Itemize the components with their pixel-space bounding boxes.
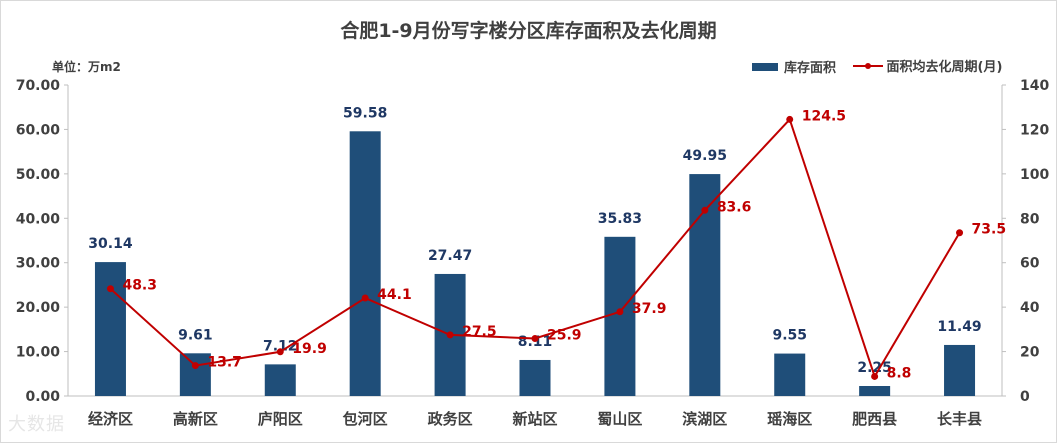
- bar: [94, 262, 126, 396]
- line-data-label: 27.5: [462, 324, 497, 340]
- y-left-tick-label: 20.00: [16, 300, 61, 316]
- x-tick-label: 长丰县: [937, 410, 982, 428]
- unit-label: 单位：万m2: [52, 60, 121, 74]
- bar: [944, 344, 976, 396]
- bar: [774, 353, 806, 396]
- line-data-label: 48.3: [122, 278, 157, 294]
- line-point: [531, 334, 539, 342]
- bar: [179, 353, 211, 396]
- line-data-label: 73.5: [972, 222, 1007, 238]
- bar: [264, 364, 296, 396]
- bar: [604, 236, 636, 396]
- x-tick-label: 滨湖区: [682, 410, 727, 428]
- x-tick-label: 新站区: [512, 410, 557, 428]
- y-left-tick-label: 60.00: [16, 122, 61, 138]
- bar-data-label: 9.61: [178, 327, 213, 343]
- line-point: [191, 362, 199, 370]
- line-data-label: 44.1: [377, 287, 412, 303]
- y-right-tick-label: 80: [1020, 211, 1040, 227]
- line-data-label: 83.6: [717, 199, 752, 215]
- bar-data-label: 30.14: [88, 236, 133, 252]
- x-tick-label: 包河区: [343, 410, 388, 428]
- y-left-tick-label: 40.00: [16, 211, 61, 227]
- bar-data-label: 7.12: [263, 338, 298, 354]
- y-right-tick-label: 60: [1020, 256, 1040, 272]
- line-data-label: 124.5: [802, 108, 846, 124]
- legend-swatch-line: [852, 61, 883, 71]
- line-data-label: 37.9: [632, 301, 667, 317]
- legend-item-line: 面积均去化周期(月): [852, 56, 1003, 75]
- legend-label-bar: 库存面积: [784, 61, 837, 76]
- bar-data-label: 2.25: [857, 360, 892, 376]
- bar-data-label: 35.83: [598, 211, 642, 227]
- x-tick-label: 庐阳区: [258, 410, 303, 428]
- y-left-tick-label: 70.00: [16, 78, 61, 94]
- x-tick-label: 肥西县: [852, 410, 897, 428]
- y-left-tick-label: 50.00: [16, 167, 61, 183]
- watermark: 大数据: [8, 414, 65, 435]
- bar-data-label: 59.58: [343, 105, 387, 121]
- x-tick-label: 瑶海区: [767, 410, 812, 428]
- y-right-tick-label: 100: [1020, 167, 1049, 183]
- line-point: [956, 229, 964, 237]
- x-tick-label: 蜀山区: [597, 410, 642, 428]
- y-right-tick-label: 120: [1020, 122, 1049, 138]
- line-data-label: 13.7: [207, 355, 242, 371]
- y-left-tick-label: 30.00: [16, 256, 61, 272]
- legend: 库存面积 面积均去化周期(月): [752, 56, 1014, 76]
- x-tick-label: 政务区: [428, 410, 473, 428]
- bar: [519, 359, 551, 396]
- bar-data-label: 27.47: [428, 248, 472, 264]
- line-point: [446, 331, 454, 339]
- bar-data-label: 49.95: [683, 148, 727, 164]
- legend-item-bar: 库存面积: [752, 57, 836, 76]
- y-right-tick-label: 0: [1020, 389, 1030, 405]
- line-point: [786, 115, 794, 123]
- bar: [349, 131, 381, 397]
- legend-swatch-bar: [752, 62, 778, 71]
- chart-title: 合肥1-9月份写字楼分区库存面积及去化周期: [340, 20, 717, 42]
- x-tick-label: 经济区: [88, 410, 133, 428]
- line-point: [871, 372, 879, 380]
- line-data-label: 19.9: [292, 341, 327, 357]
- y-right-tick-label: 20: [1020, 345, 1040, 361]
- legend-label-line: 面积均去化周期(月): [886, 60, 1003, 75]
- y-left-tick-label: 10.00: [16, 345, 61, 361]
- line-point: [276, 348, 284, 356]
- y-right-tick-label: 40: [1020, 300, 1040, 316]
- line-point: [361, 294, 369, 302]
- x-tick-label: 高新区: [173, 410, 218, 428]
- bar-data-label: 11.49: [937, 319, 981, 335]
- bar: [859, 386, 891, 396]
- bar-data-label: 9.55: [772, 328, 807, 344]
- line-point: [616, 308, 624, 316]
- line-point: [701, 206, 709, 214]
- line-data-label: 25.9: [547, 327, 582, 343]
- line-data-label: 8.8: [887, 365, 912, 381]
- line-point: [106, 285, 114, 293]
- y-left-tick-label: 0.00: [25, 389, 60, 405]
- y-right-tick-label: 140: [1020, 78, 1049, 94]
